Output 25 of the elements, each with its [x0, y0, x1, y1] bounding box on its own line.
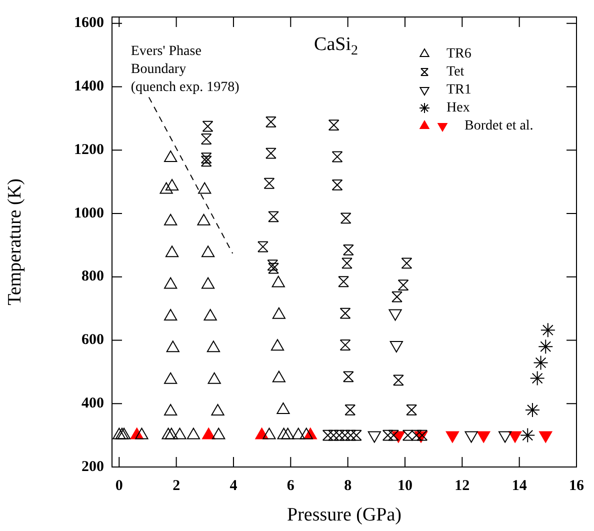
- x-tick-label: 10: [397, 478, 412, 494]
- y-tick-label: 200: [82, 458, 104, 475]
- y-tick-label: 1000: [74, 205, 104, 222]
- y-tick-label: 1200: [74, 142, 104, 158]
- y-axis-title: Temperature (K): [4, 178, 26, 306]
- legend-label: Tet: [446, 64, 464, 80]
- legend-label: TR6: [446, 46, 472, 62]
- x-axis-title: Pressure (GPa): [286, 504, 402, 526]
- x-tick-label: 6: [286, 478, 295, 494]
- x-tick-label: 12: [454, 478, 470, 494]
- y-tick-label: 400: [82, 395, 104, 412]
- y-tick-label: 800: [82, 268, 104, 285]
- x-tick-label: 4: [230, 478, 238, 494]
- annotation: Evers' Phase Boundary (quench exp. 1978): [130, 44, 240, 95]
- legend-label: Bordet et al.: [464, 118, 534, 134]
- x-tick-label: 8: [344, 478, 352, 494]
- legend-label: TR1: [446, 82, 472, 98]
- legend-label: Hex: [446, 100, 470, 116]
- y-tick-label: 1400: [74, 78, 104, 95]
- x-tick-label: 0: [115, 478, 123, 494]
- y-tick-label: 1600: [74, 15, 104, 32]
- x-tick-label: 14: [512, 478, 528, 494]
- y-tick-label: 600: [82, 332, 104, 348]
- x-tick-label: 16: [569, 478, 584, 494]
- x-tick-label: 2: [172, 478, 180, 494]
